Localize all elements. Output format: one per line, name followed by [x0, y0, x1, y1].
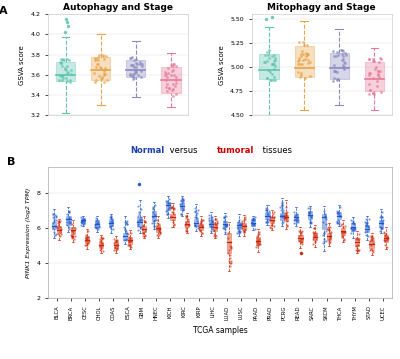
Bar	[351, 223, 355, 231]
Bar	[256, 237, 260, 245]
Text: versus: versus	[167, 146, 200, 155]
Bar	[81, 218, 85, 223]
Y-axis label: GSVA score: GSVA score	[19, 45, 25, 85]
Bar	[379, 220, 383, 227]
Title: Autophagy and Stage: Autophagy and Stage	[63, 3, 173, 12]
Bar	[336, 212, 340, 219]
Bar	[266, 213, 270, 219]
Text: tumoral: tumoral	[217, 146, 254, 155]
Bar	[237, 222, 241, 229]
Bar	[57, 227, 61, 233]
Bar	[365, 62, 384, 91]
Bar	[152, 211, 156, 220]
Text: A: A	[0, 6, 8, 16]
Bar	[114, 242, 118, 248]
Bar	[52, 222, 56, 229]
Bar	[260, 53, 279, 79]
Bar	[199, 224, 203, 230]
Text: tissues: tissues	[260, 146, 292, 155]
Bar	[170, 214, 174, 220]
X-axis label: TCGA samples: TCGA samples	[193, 326, 247, 335]
Bar	[194, 219, 198, 226]
Bar	[280, 213, 284, 220]
Bar	[91, 57, 110, 80]
Bar	[227, 233, 232, 253]
Bar	[123, 233, 127, 239]
Bar	[142, 225, 146, 232]
Bar	[322, 214, 326, 229]
Bar	[242, 223, 246, 229]
Bar	[156, 225, 160, 232]
Bar	[185, 221, 189, 227]
Bar	[85, 236, 89, 243]
Bar	[341, 228, 345, 235]
Bar	[270, 217, 274, 223]
Bar	[330, 53, 349, 79]
Bar	[355, 239, 359, 246]
Bar	[109, 219, 113, 227]
Bar	[100, 242, 104, 248]
Bar	[213, 224, 217, 231]
Bar	[126, 60, 146, 77]
Bar	[370, 241, 374, 248]
Bar	[138, 217, 142, 225]
Bar	[128, 237, 132, 243]
Text: B: B	[7, 157, 15, 167]
Bar	[308, 211, 312, 219]
Bar	[284, 215, 288, 221]
Bar	[56, 62, 75, 81]
Bar	[161, 67, 180, 93]
Bar	[313, 233, 317, 240]
Bar	[208, 220, 213, 227]
Bar	[294, 46, 314, 77]
Bar	[384, 235, 388, 242]
Bar	[166, 202, 170, 210]
Y-axis label: PINK1 Expression (log2 TPM): PINK1 Expression (log2 TPM)	[26, 187, 31, 278]
Bar	[365, 225, 369, 232]
Bar	[71, 227, 75, 234]
Bar	[180, 203, 184, 210]
Title: Mitophagy and Stage: Mitophagy and Stage	[268, 3, 376, 12]
Bar	[298, 235, 302, 241]
Bar	[66, 216, 70, 225]
Text: Normal: Normal	[130, 146, 164, 155]
Bar	[327, 233, 331, 239]
Y-axis label: GSVA score: GSVA score	[218, 45, 224, 85]
Bar	[294, 214, 298, 220]
Bar	[223, 221, 227, 227]
Bar	[251, 220, 255, 227]
Bar	[95, 220, 99, 227]
